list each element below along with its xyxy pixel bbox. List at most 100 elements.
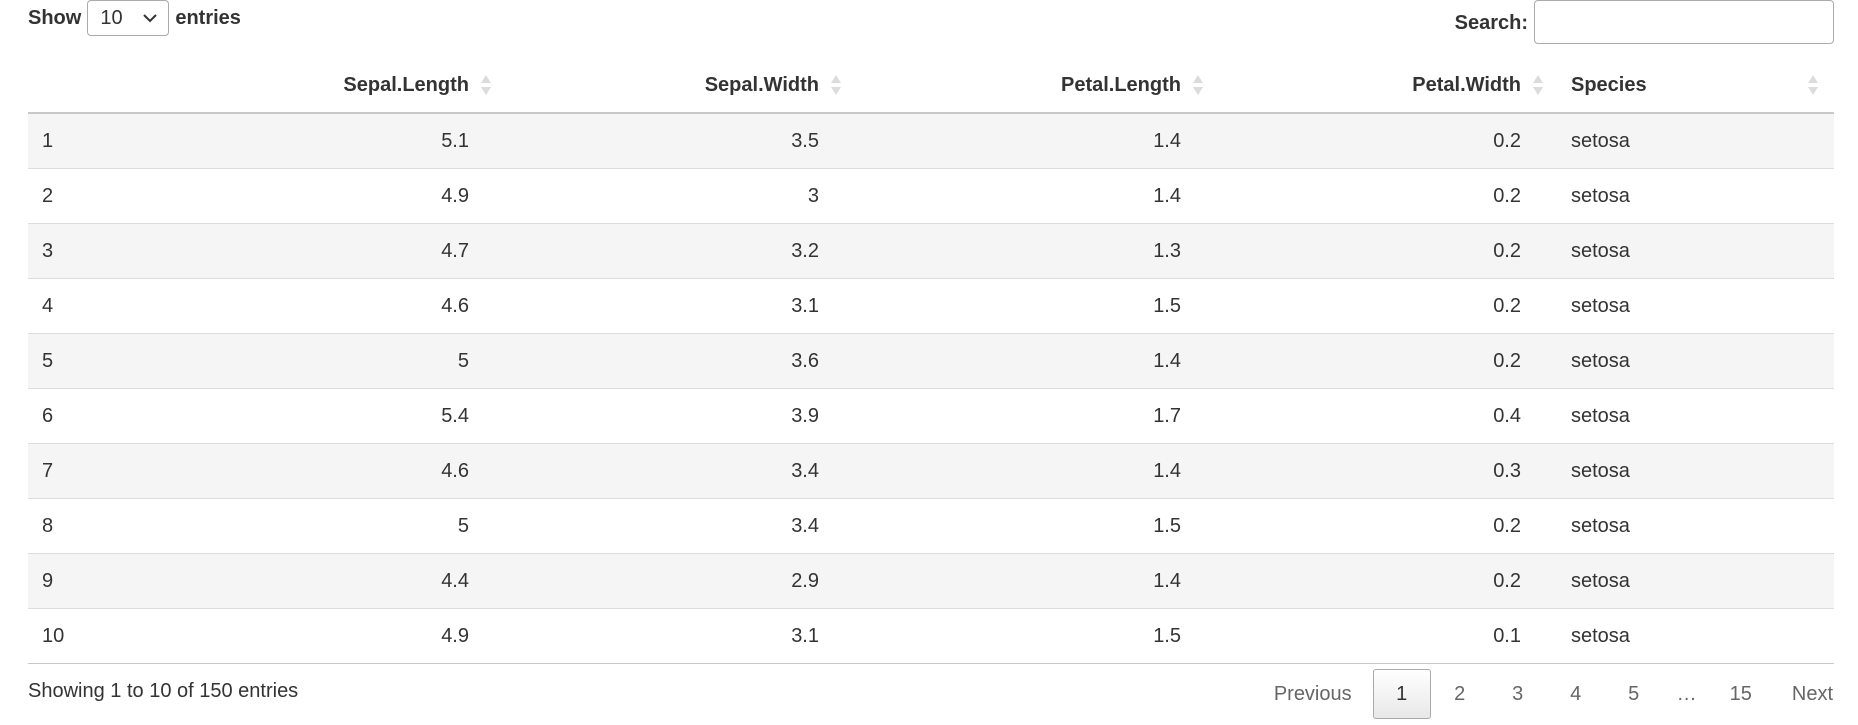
table-cell: 0.2 (1217, 553, 1557, 609)
column-header-label: Sepal.Width (704, 73, 819, 96)
table-cell: 0.2 (1493, 129, 1521, 152)
page-button-3[interactable]: 3 (1512, 682, 1524, 705)
sort-icon (831, 75, 841, 95)
table-cell: setosa (1557, 443, 1834, 499)
table-cell: 0.2 (1217, 223, 1557, 279)
page-length-control: Show 10 entries (28, 0, 241, 36)
table-cell: setosa (1557, 388, 1834, 444)
entries-label: entries (175, 6, 241, 29)
table-cell: setosa (1557, 223, 1834, 279)
table-row: 5 5 3.6 1.4 0.2 setosa (28, 333, 1834, 389)
table-cell: 3.4 (505, 498, 855, 554)
row-name-cell: 5 (28, 333, 140, 389)
page-button-2[interactable]: 2 (1454, 682, 1466, 705)
table-cell: setosa (1571, 129, 1630, 152)
table-cell: 0.4 (1217, 388, 1557, 444)
table-cell: 1.5 (855, 278, 1217, 334)
row-name-cell: 3 (28, 223, 140, 279)
row-name-cell: 9 (28, 553, 140, 609)
table-cell: 4.6 (140, 278, 505, 334)
table-cell: setosa (1557, 168, 1834, 224)
table-body: 1 5.1 3.5 1.4 0.2 setosa 2 4.9 3 1.4 0.2 setosa 3 4.7… (28, 113, 1834, 664)
table-cell: 3.5 (791, 129, 819, 152)
column-header-species[interactable]: Species (1557, 58, 1834, 114)
row-name-cell: 1 (42, 129, 54, 152)
table-cell: 3.6 (505, 333, 855, 389)
column-header-label: Sepal.Length (343, 73, 469, 96)
table-cell: 0.2 (1217, 278, 1557, 334)
column-header-label: Petal.Length (1060, 73, 1181, 96)
row-name-cell: 4 (28, 278, 140, 334)
sort-icon (1193, 75, 1203, 95)
table-row: 3 4.7 3.2 1.3 0.2 setosa (28, 223, 1834, 279)
page-length-value: 10 (100, 6, 123, 29)
table-row: 4 4.6 3.1 1.5 0.2 setosa (28, 278, 1834, 334)
sort-icon (1533, 75, 1543, 95)
table-row: 10 4.9 3.1 1.5 0.1 setosa (28, 608, 1834, 664)
table-cell: 1.4 (1153, 129, 1181, 152)
table-cell: 0.2 (1217, 333, 1557, 389)
table-cell: 4.9 (140, 608, 505, 664)
table-cell: 1.5 (855, 608, 1217, 664)
table-cell: 4.6 (140, 443, 505, 499)
table-cell: 0.3 (1217, 443, 1557, 499)
column-header-rownames (28, 58, 140, 114)
table-cell: 5 (140, 498, 505, 554)
table-cell: setosa (1557, 498, 1834, 554)
table-cell: 0.2 (1217, 168, 1557, 224)
table-cell: 3.1 (505, 278, 855, 334)
table-cell: setosa (1557, 333, 1834, 389)
table-cell: 0.2 (1217, 498, 1557, 554)
column-header-sepal-length[interactable]: Sepal.Length (140, 58, 505, 114)
table-cell: 1.5 (855, 498, 1217, 554)
column-header-label: Species (1571, 73, 1647, 96)
row-name-cell: 8 (28, 498, 140, 554)
next-page-button[interactable]: Next (1791, 682, 1833, 705)
page-button-1[interactable]: 1 (1372, 669, 1431, 719)
table-cell: 3.4 (505, 443, 855, 499)
column-header-petal-width[interactable]: Petal.Width (1217, 58, 1557, 114)
table-row: 7 4.6 3.4 1.4 0.3 setosa (28, 443, 1834, 499)
chevron-down-icon (143, 14, 158, 23)
row-name-cell: 2 (28, 168, 140, 224)
sort-icon (1808, 75, 1818, 95)
column-header-sepal-width[interactable]: Sepal.Width (505, 58, 855, 114)
column-header-petal-length[interactable]: Petal.Length (855, 58, 1217, 114)
search-label: Search: (1454, 11, 1528, 34)
page-length-select[interactable]: 10 (87, 0, 170, 36)
table-cell: 3.1 (505, 608, 855, 664)
pagination: Previous 1 2 3 4 5 … 15 Next (1255, 668, 1834, 720)
table-cell: 3.2 (505, 223, 855, 279)
row-name-cell: 6 (28, 388, 140, 444)
table-row: 8 5 3.4 1.5 0.2 setosa (28, 498, 1834, 554)
table-cell: 2.9 (505, 553, 855, 609)
page-button-15[interactable]: 15 (1729, 682, 1752, 705)
data-table: Sepal.Length Sepal.Width Petal.Length Petal… (28, 58, 1834, 664)
table-row: 9 4.4 2.9 1.4 0.2 setosa (28, 553, 1834, 609)
table-cell: 1.4 (855, 333, 1217, 389)
page-button-5[interactable]: 5 (1628, 682, 1640, 705)
table-cell: 4.9 (140, 168, 505, 224)
search-input[interactable] (1534, 0, 1834, 44)
table-cell: 1.7 (855, 388, 1217, 444)
table-header: Sepal.Length Sepal.Width Petal.Length Petal… (28, 58, 1834, 114)
previous-page-button[interactable]: Previous (1273, 682, 1352, 705)
table-cell: 3 (505, 168, 855, 224)
row-name-cell: 10 (28, 608, 140, 664)
table-cell: 4.7 (140, 223, 505, 279)
table-row: 1 5.1 3.5 1.4 0.2 setosa (28, 113, 1834, 169)
table-cell: 0.1 (1217, 608, 1557, 664)
table-cell: 3.9 (505, 388, 855, 444)
page-button-4[interactable]: 4 (1570, 682, 1582, 705)
table-controls: Show 10 entries Search: (28, 0, 1834, 46)
table-cell: 1.4 (855, 443, 1217, 499)
table-cell: 1.4 (855, 168, 1217, 224)
table-cell: setosa (1557, 608, 1834, 664)
pagination-ellipsis: … (1676, 682, 1697, 705)
table-cell: setosa (1557, 553, 1834, 609)
table-info: Showing 1 to 10 of 150 entries (28, 680, 299, 702)
table-row: 6 5.4 3.9 1.7 0.4 setosa (28, 388, 1834, 444)
table-cell: 1.4 (855, 553, 1217, 609)
row-name-cell: 7 (28, 443, 140, 499)
table-cell: 5.1 (441, 129, 469, 152)
